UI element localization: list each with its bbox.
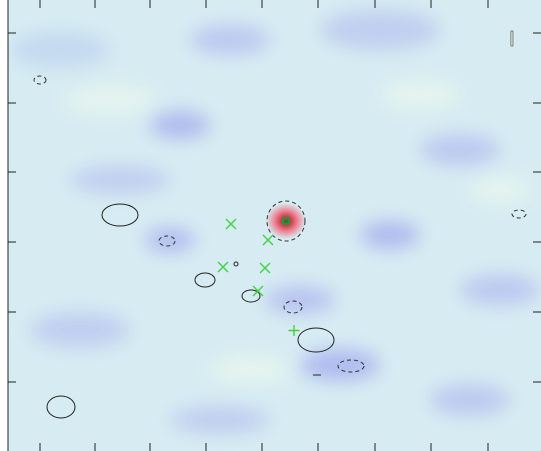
page: {"label": "I"} (0, 0, 541, 451)
polarization-label: I (509, 27, 515, 51)
sky-map: I (0, 0, 541, 451)
source (266, 203, 306, 239)
image (0, 0, 541, 451)
